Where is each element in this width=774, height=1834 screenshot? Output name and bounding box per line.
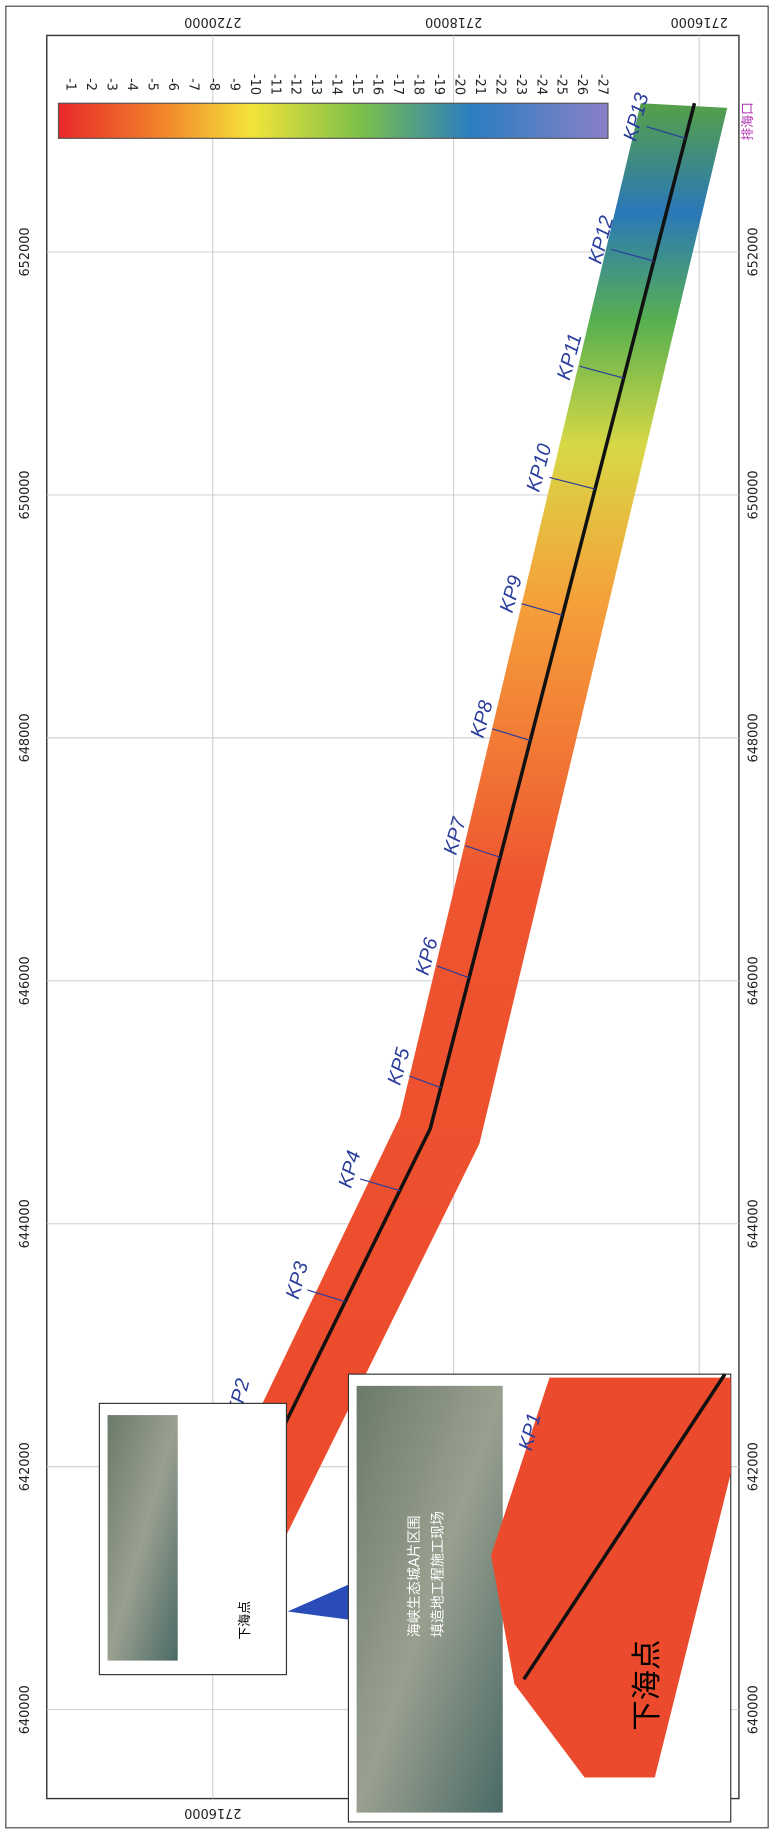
top-tick-label: 2716000 [671, 14, 728, 29]
legend-label: -7 [185, 78, 200, 91]
legend-label: -21 [472, 74, 487, 95]
left-tick-label: 646000 [18, 956, 33, 1005]
legend-label: -19 [431, 74, 446, 95]
legend-label: -27 [595, 74, 610, 95]
color-bar [58, 103, 608, 138]
top-tick-label: 2720000 [184, 14, 241, 29]
legend-label: -23 [513, 74, 528, 95]
legend-label: -8 [206, 78, 221, 91]
right-tick-label: 646000 [747, 956, 762, 1005]
legend-label: -25 [554, 74, 569, 95]
legend-label: -16 [370, 74, 385, 95]
top-tick-label: 2718000 [425, 14, 482, 29]
right-tick-label: 644000 [747, 1199, 762, 1248]
legend-label: -2 [83, 78, 98, 91]
legend-label: -13 [308, 74, 323, 95]
inset-caption: 填造地工程施工现场 [430, 1511, 446, 1637]
inset-point-label: 下海点 [630, 1640, 665, 1731]
legend-label: -18 [410, 74, 425, 95]
outfall-label: 排海口 [741, 102, 756, 141]
left-tick-label: 640000 [18, 1685, 33, 1734]
legend-label: -20 [451, 74, 466, 95]
legend-label: -24 [533, 74, 548, 95]
bottom-tick-label: 2716000 [184, 1805, 241, 1820]
right-tick-label: 650000 [747, 470, 762, 519]
right-tick-label: 648000 [747, 713, 762, 762]
small-point-label: 下海点 [238, 1601, 253, 1640]
legend-label: -6 [165, 78, 180, 91]
legend-label: -1 [63, 78, 78, 91]
left-tick-label: 652000 [18, 227, 33, 276]
small-inset-photo [108, 1415, 178, 1661]
legend-label: -10 [247, 74, 262, 95]
legend-label: -15 [349, 74, 364, 95]
left-tick-label: 644000 [18, 1199, 33, 1248]
right-tick-label: 640000 [747, 1685, 762, 1734]
legend-label: -9 [226, 78, 241, 91]
right-tick-label: 652000 [747, 227, 762, 276]
legend-label: -12 [288, 74, 303, 95]
left-tick-label: 648000 [18, 713, 33, 762]
right-tick-label: 642000 [747, 1442, 762, 1491]
legend-label: -14 [329, 74, 344, 95]
legend-label: -17 [390, 74, 405, 95]
legend-label: -22 [492, 74, 507, 95]
legend-label: -11 [267, 74, 282, 95]
legend-label: -4 [124, 78, 139, 91]
left-tick-label: 642000 [18, 1442, 33, 1491]
inset-caption: 海峡生态城A片区围 [407, 1515, 423, 1637]
legend-label: -3 [104, 78, 119, 91]
map-figure: 640000 642000 644000 646000 648000 650000 6520… [0, 0, 774, 1834]
legend-label: -5 [144, 78, 159, 91]
legend-label: -26 [574, 74, 589, 95]
left-tick-label: 650000 [18, 470, 33, 519]
